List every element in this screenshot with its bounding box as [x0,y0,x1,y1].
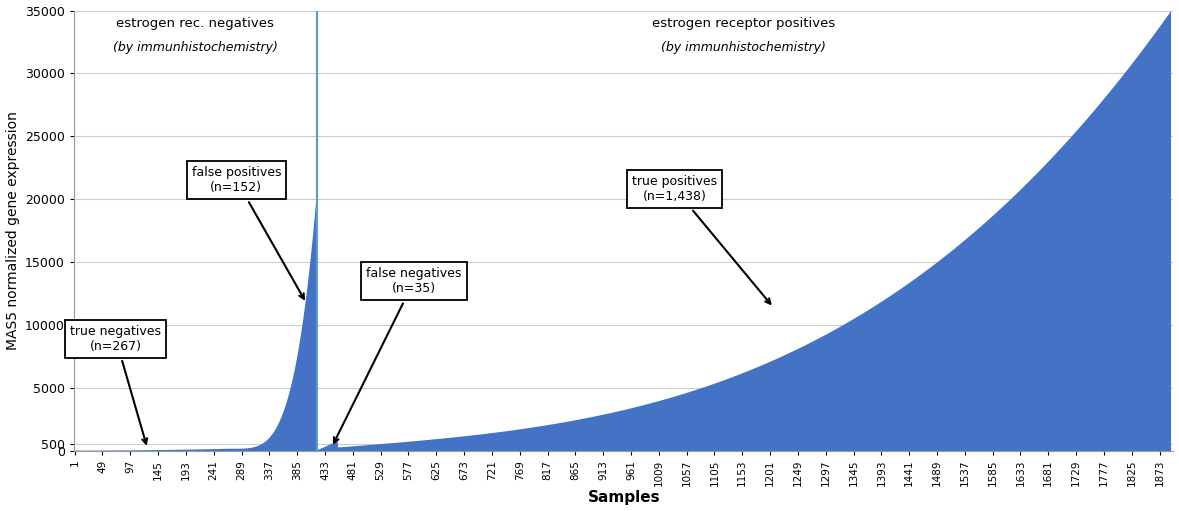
Text: (by immunhistochemistry): (by immunhistochemistry) [661,41,826,54]
Text: false positives
(n=152): false positives (n=152) [191,166,304,299]
Text: false negatives
(n=35): false negatives (n=35) [334,267,462,443]
Text: estrogen receptor positives: estrogen receptor positives [652,17,836,30]
Text: (by immunhistochemistry): (by immunhistochemistry) [113,41,278,54]
Text: true positives
(n=1,438): true positives (n=1,438) [632,175,770,304]
Y-axis label: MAS5 normalized gene expression: MAS5 normalized gene expression [6,111,20,350]
X-axis label: Samples: Samples [587,491,660,505]
Text: estrogen rec. negatives: estrogen rec. negatives [117,17,275,30]
Text: true negatives
(n=267): true negatives (n=267) [71,324,162,444]
